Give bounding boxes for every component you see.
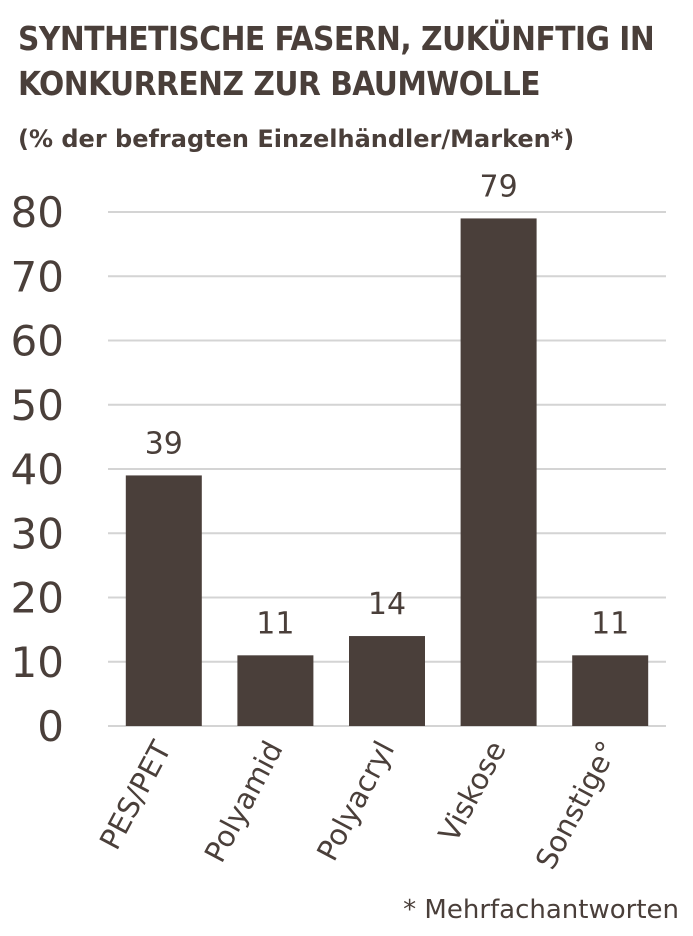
data-label: 14	[368, 587, 406, 622]
chart-subtitle: (% der befragten Einzelhändler/Marken*)	[18, 125, 575, 153]
y-tick-label: 70	[11, 252, 64, 301]
bar	[237, 655, 314, 726]
data-label: 11	[256, 606, 294, 641]
bar	[572, 655, 649, 726]
y-tick-label: 10	[11, 638, 64, 687]
x-axis-ticks: PES/PET Polyamid Polyacryl Viskose Sonstige°	[93, 735, 625, 875]
chart-title-line-1: SYNTHETISCHE FASERN, ZUKÜNFTIG IN	[18, 19, 655, 58]
chart-title: SYNTHETISCHE FASERN, ZUKÜNFTIG IN KONKUR…	[18, 16, 688, 106]
x-tick-label: PES/PET	[93, 735, 178, 855]
data-labels: 39 11 14 79 11	[145, 169, 630, 641]
y-tick-label: 50	[11, 381, 64, 430]
bars	[125, 218, 649, 727]
y-tick-label: 40	[11, 445, 64, 494]
data-label: 39	[145, 426, 183, 461]
x-tick-label: Viskose	[432, 735, 513, 847]
y-tick-label: 30	[11, 509, 64, 558]
bar	[349, 636, 425, 726]
x-tick-label: Sonstige°	[529, 735, 625, 874]
x-tick-label: Polyacryl	[310, 735, 401, 866]
y-tick-label: 0	[37, 702, 64, 751]
y-axis-ticks: 0 10 20 30 40 50 60 70 80	[11, 188, 64, 751]
y-tick-label: 80	[11, 188, 64, 237]
bar	[125, 475, 202, 726]
y-tick-label: 60	[11, 317, 64, 366]
bar	[460, 218, 537, 727]
x-tick-label: Polyamid	[198, 735, 290, 867]
chart-title-line-2: KONKURRENZ ZUR BAUMWOLLE	[18, 64, 541, 103]
footnote: * Mehrfachantworten	[403, 895, 679, 925]
y-tick-label: 20	[11, 574, 64, 623]
data-label: 11	[591, 606, 629, 641]
data-label: 79	[480, 169, 518, 204]
